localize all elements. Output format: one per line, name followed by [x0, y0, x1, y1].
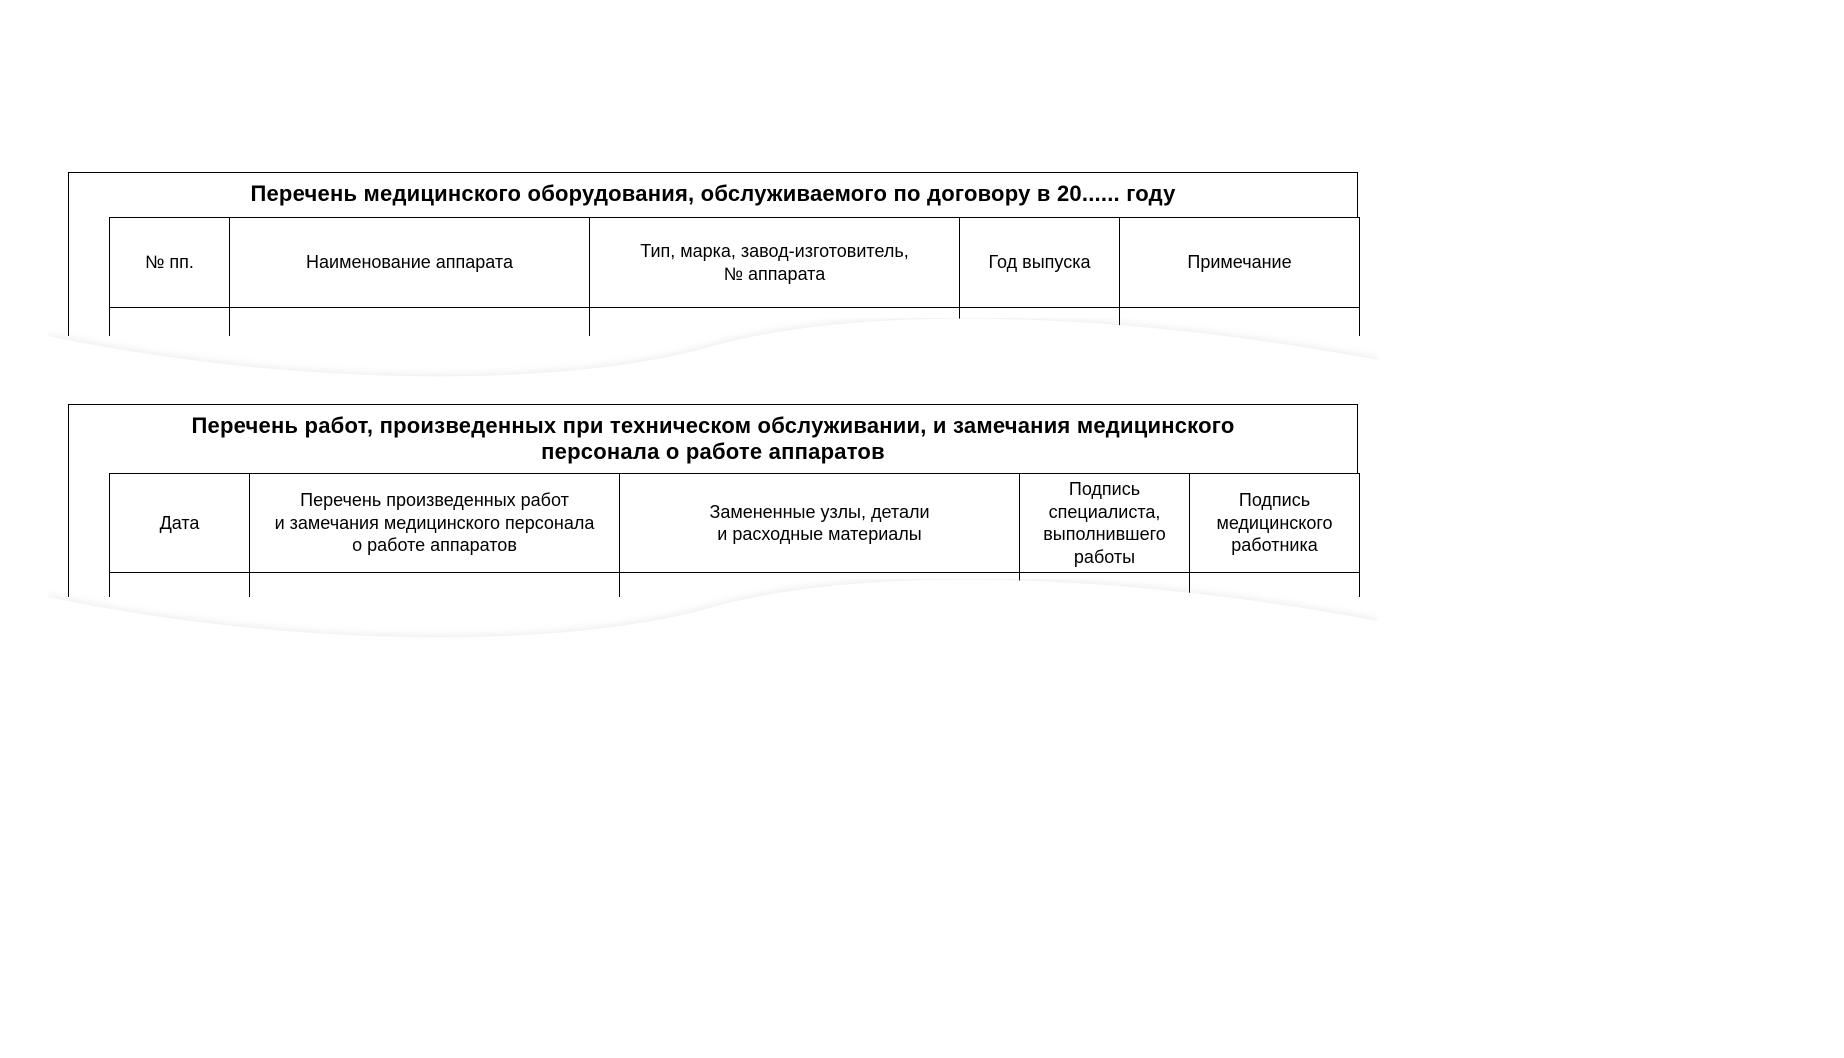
table-cell — [620, 573, 1020, 597]
equipment-list-title: Перечень медицинского оборудования, обсл… — [69, 173, 1357, 217]
table-cell — [1020, 573, 1190, 597]
equipment-list-col-name: Наименование аппарата — [230, 218, 590, 308]
table-cell — [960, 308, 1120, 336]
maintenance-log-section: Перечень работ, произведенных при технич… — [68, 404, 1358, 657]
maintenance-log-col-works: Перечень произведенных работи замечания … — [250, 474, 620, 573]
maintenance-log-col-sign2: Подпись медицинского работника — [1190, 474, 1360, 573]
equipment-list-col-note: Примечание — [1120, 218, 1360, 308]
equipment-list-col-type: Тип, марка, завод-изготовитель,№ аппарат… — [590, 218, 960, 308]
maintenance-log-frame: Перечень работ, произведенных при технич… — [68, 404, 1358, 597]
maintenance-log-table: ДатаПеречень произведенных работи замеча… — [109, 473, 1360, 597]
equipment-list-section: Перечень медицинского оборудования, обсл… — [68, 172, 1358, 396]
table-cell — [250, 573, 620, 597]
table-row — [110, 573, 1360, 597]
page: Перечень медицинского оборудования, обсл… — [0, 0, 1844, 1058]
table-cell — [590, 308, 960, 336]
maintenance-log-col-date: Дата — [110, 474, 250, 573]
table-cell — [1190, 573, 1360, 597]
equipment-list-col-num: № пп. — [110, 218, 230, 308]
equipment-list-table: № пп.Наименование аппаратаТип, марка, за… — [109, 217, 1360, 336]
equipment-list-frame: Перечень медицинского оборудования, обсл… — [68, 172, 1358, 336]
maintenance-log-table-host: ДатаПеречень произведенных работи замеча… — [109, 473, 1357, 597]
table-cell — [110, 573, 250, 597]
maintenance-log-col-parts: Замененные узлы, деталии расходные матер… — [620, 474, 1020, 573]
torn-edge — [68, 597, 1358, 657]
table-row — [110, 308, 1360, 336]
table-cell — [230, 308, 590, 336]
table-cell — [1120, 308, 1360, 336]
torn-edge — [68, 336, 1358, 396]
equipment-list-col-year: Год выпуска — [960, 218, 1120, 308]
maintenance-log-col-sign1: Подпись специалиста, выполнившего работы — [1020, 474, 1190, 573]
equipment-list-table-host: № пп.Наименование аппаратаТип, марка, за… — [109, 217, 1357, 336]
maintenance-log-title: Перечень работ, произведенных при технич… — [69, 405, 1357, 473]
table-cell — [110, 308, 230, 336]
